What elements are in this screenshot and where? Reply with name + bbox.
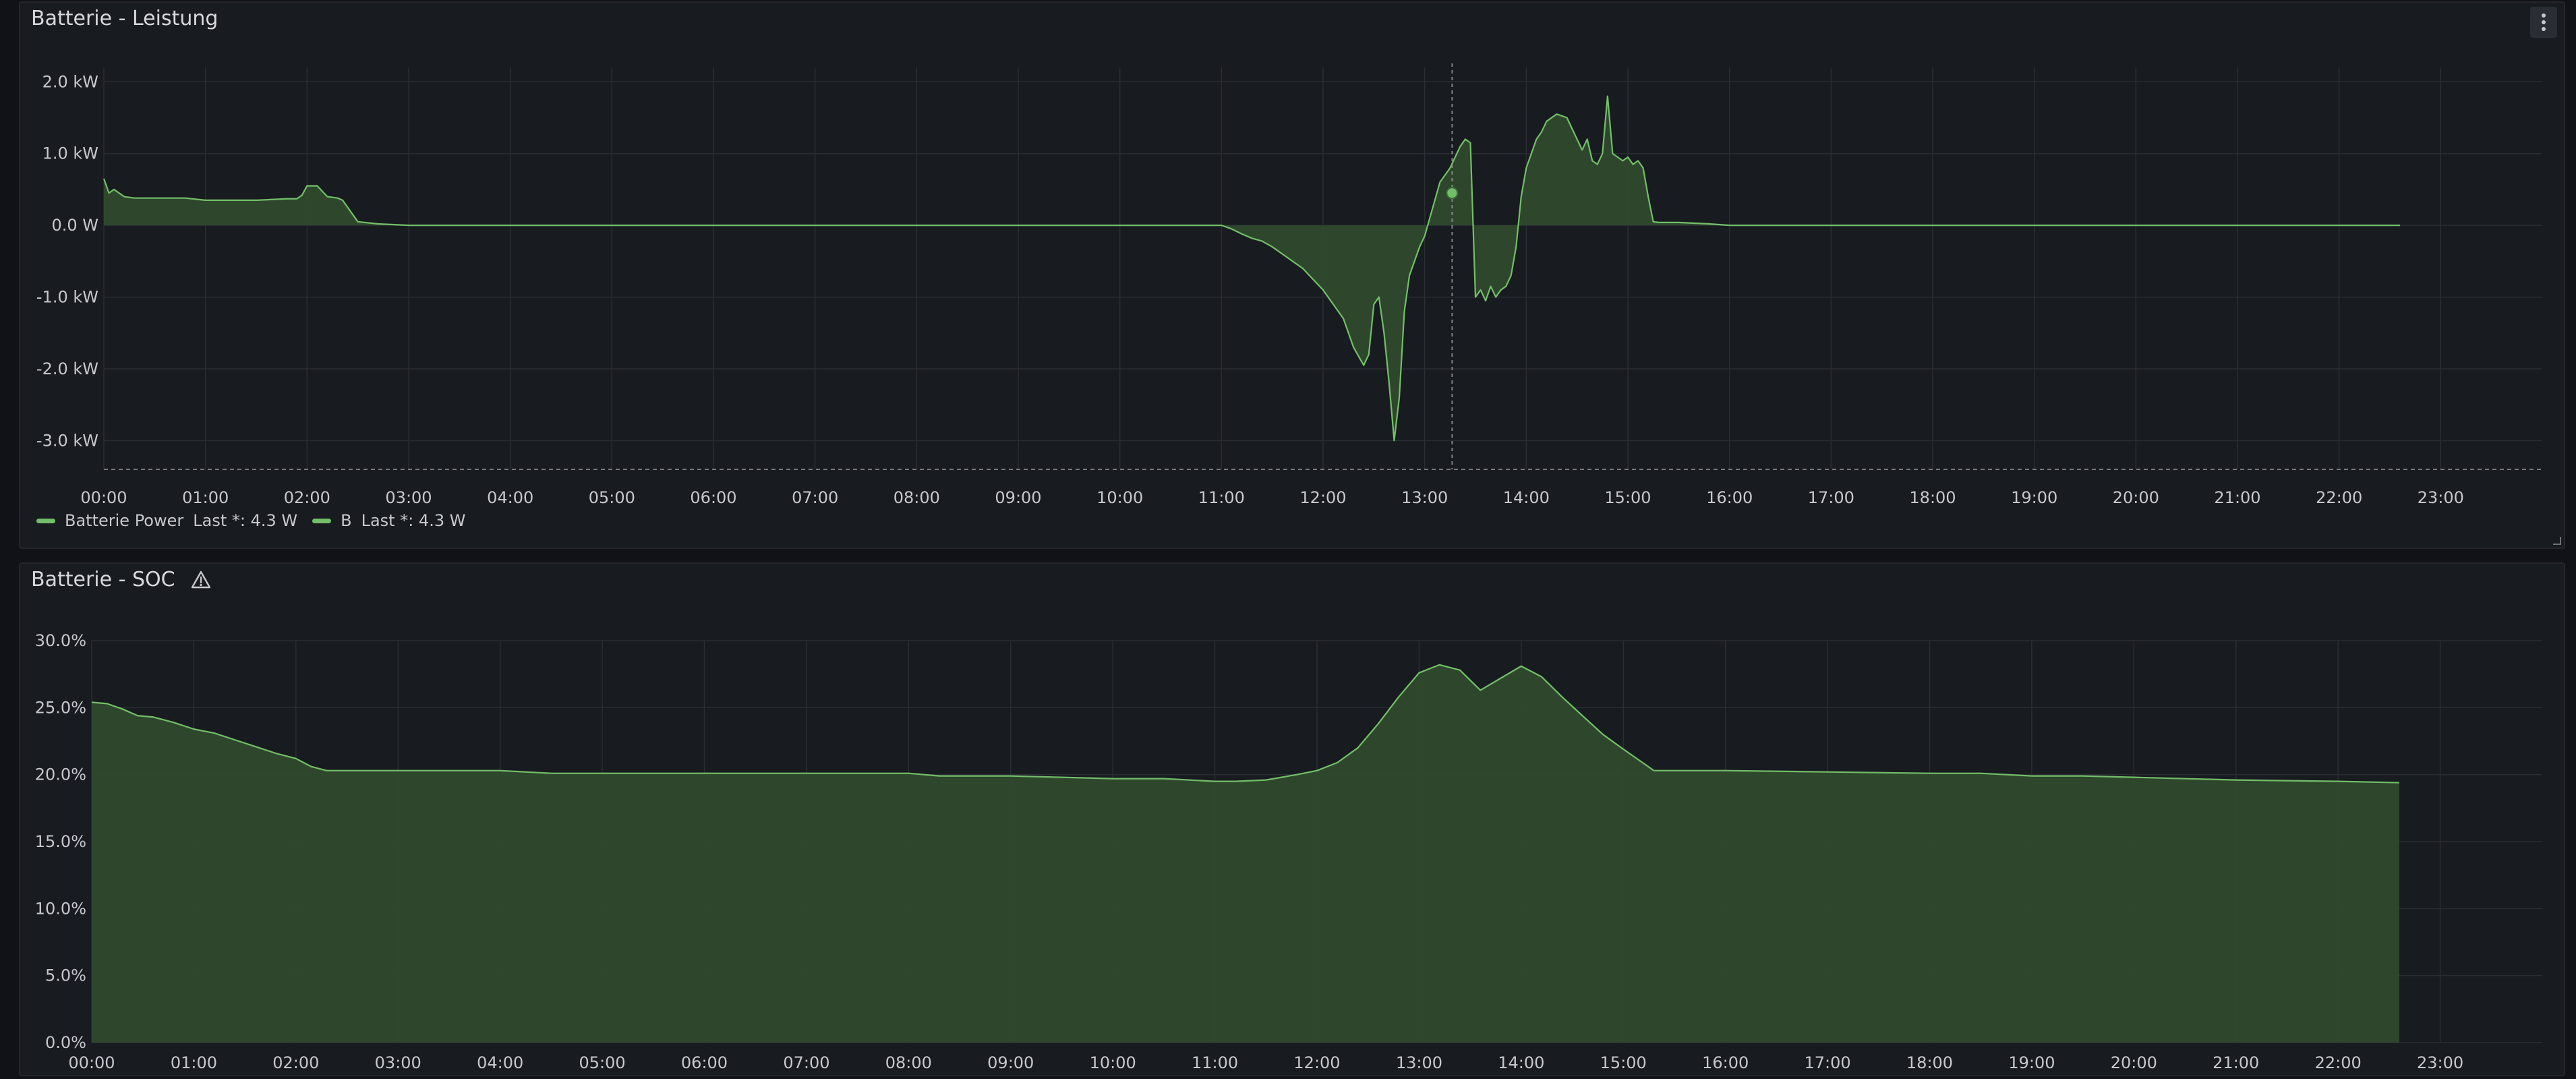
x-tick-label: 10:00 bbox=[1090, 1053, 1136, 1072]
x-tick-label: 18:00 bbox=[1906, 1053, 1953, 1072]
resize-handle[interactable] bbox=[2553, 537, 2561, 545]
y-tick-label: 1.0 kW bbox=[42, 144, 98, 163]
x-tick-label: 13:00 bbox=[1396, 1053, 1442, 1072]
x-tick-label: 03:00 bbox=[375, 1053, 421, 1072]
legend: Batterie Power Last *: 4.3 W B Last *: 4.3 … bbox=[36, 511, 471, 530]
panel-title-text: Batterie - Leistung bbox=[31, 7, 218, 30]
y-tick-label: 5.0% bbox=[45, 966, 86, 985]
warning-triangle-icon[interactable] bbox=[190, 569, 212, 591]
x-tick-label: 01:00 bbox=[171, 1053, 217, 1072]
panel-menu-button[interactable] bbox=[2530, 7, 2557, 38]
legend-series-stat: Last *: 4.3 W bbox=[193, 511, 298, 530]
x-tick-label: 22:00 bbox=[2316, 488, 2362, 507]
y-tick-label: 20.0% bbox=[35, 765, 86, 784]
x-tick-label: 09:00 bbox=[987, 1053, 1034, 1072]
x-tick-label: 21:00 bbox=[2214, 488, 2260, 507]
x-tick-label: 13:00 bbox=[1401, 488, 1448, 507]
legend-item[interactable]: B Last *: 4.3 W bbox=[312, 511, 465, 530]
x-tick-label: 19:00 bbox=[2008, 1053, 2055, 1072]
y-tick-label: 10.0% bbox=[35, 899, 86, 918]
series-line-0 bbox=[103, 95, 2401, 442]
x-tick-label: 16:00 bbox=[1706, 488, 1753, 507]
x-tick-label: 03:00 bbox=[385, 488, 432, 507]
panel-title[interactable]: Batterie - Leistung bbox=[31, 7, 218, 30]
series-area-0 bbox=[92, 664, 2400, 1043]
x-tick-label: 11:00 bbox=[1198, 488, 1245, 507]
y-tick-label: 0.0 W bbox=[51, 216, 98, 235]
y-tick-label: 2.0 kW bbox=[42, 72, 98, 91]
x-tick-label: 02:00 bbox=[272, 1053, 319, 1072]
x-tick-label: 07:00 bbox=[792, 488, 838, 507]
panel-battery-soc: Batterie - SOC 30.0% 25.0% 20.0% 15.0% 10.0%… bbox=[19, 562, 2565, 1076]
x-tick-label: 01:00 bbox=[182, 488, 229, 507]
x-tick-label: 14:00 bbox=[1503, 488, 1550, 507]
x-tick-label: 15:00 bbox=[1604, 488, 1651, 507]
legend-series-name: Batterie Power bbox=[65, 511, 184, 530]
chart-battery-soc[interactable]: 30.0% 25.0% 20.0% 15.0% 10.0% 5.0% 0.0%00:00 01… bbox=[20, 564, 2564, 1075]
y-tick-label: -3.0 kW bbox=[36, 431, 98, 450]
legend-series-name: B bbox=[341, 511, 352, 530]
x-tick-label: 05:00 bbox=[579, 1053, 625, 1072]
legend-item[interactable]: Batterie Power Last *: 4.3 W bbox=[36, 511, 297, 530]
x-tick-label: 12:00 bbox=[1293, 1053, 1340, 1072]
y-tick-label: 15.0% bbox=[35, 832, 86, 851]
x-tick-label: 17:00 bbox=[1804, 1053, 1850, 1072]
x-tick-label: 20:00 bbox=[2111, 1053, 2157, 1072]
x-tick-label: 22:00 bbox=[2315, 1053, 2362, 1072]
legend-swatch bbox=[36, 518, 55, 523]
chart-battery-power[interactable]: 2.0 kW 1.0 kW 0.0 W -1.0 kW -2.0 kW -3.0 kW 00… bbox=[20, 3, 2564, 508]
x-tick-label: 06:00 bbox=[681, 1053, 728, 1072]
x-tick-label: 18:00 bbox=[1909, 488, 1956, 507]
y-tick-label: 30.0% bbox=[35, 631, 86, 650]
legend-series-stat: Last *: 4.3 W bbox=[361, 511, 466, 530]
x-tick-label: 11:00 bbox=[1192, 1053, 1238, 1072]
x-tick-label: 16:00 bbox=[1702, 1053, 1749, 1072]
x-tick-label: 08:00 bbox=[885, 1053, 932, 1072]
x-tick-label: 09:00 bbox=[995, 488, 1041, 507]
x-tick-label: 12:00 bbox=[1299, 488, 1346, 507]
x-tick-label: 04:00 bbox=[477, 1053, 523, 1072]
series-area-0 bbox=[104, 96, 2401, 441]
legend-swatch bbox=[312, 518, 332, 523]
x-tick-label: 15:00 bbox=[1600, 1053, 1647, 1072]
panel-battery-power: Batterie - Leistung 2.0 kW 1.0 kW 0.0 W -1.… bbox=[19, 1, 2565, 549]
hover-point[interactable] bbox=[1446, 187, 1459, 200]
x-tick-label: 20:00 bbox=[2113, 488, 2159, 507]
x-tick-label: 23:00 bbox=[2417, 1053, 2463, 1072]
y-tick-label: -1.0 kW bbox=[36, 288, 98, 307]
x-tick-label: 10:00 bbox=[1096, 488, 1143, 507]
x-tick-label: 00:00 bbox=[68, 1053, 115, 1072]
x-tick-label: 00:00 bbox=[80, 488, 127, 507]
kebab-menu-icon bbox=[2542, 13, 2546, 31]
x-tick-label: 08:00 bbox=[894, 488, 940, 507]
x-tick-label: 17:00 bbox=[1808, 488, 1854, 507]
x-tick-label: 07:00 bbox=[783, 1053, 829, 1072]
y-tick-label: -2.0 kW bbox=[36, 359, 98, 378]
y-tick-label: 0.0% bbox=[45, 1033, 86, 1052]
x-tick-label: 06:00 bbox=[690, 488, 736, 507]
x-tick-label: 02:00 bbox=[284, 488, 330, 507]
x-tick-label: 21:00 bbox=[2213, 1053, 2259, 1072]
x-tick-label: 04:00 bbox=[487, 488, 533, 507]
x-tick-label: 19:00 bbox=[2011, 488, 2057, 507]
series-line-0 bbox=[91, 664, 2400, 784]
x-tick-label: 14:00 bbox=[1498, 1053, 1544, 1072]
y-tick-label: 25.0% bbox=[35, 698, 86, 717]
panel-title-text: Batterie - SOC bbox=[31, 568, 175, 591]
x-tick-label: 05:00 bbox=[589, 488, 635, 507]
x-tick-label: 23:00 bbox=[2418, 488, 2464, 507]
panel-title[interactable]: Batterie - SOC bbox=[31, 568, 212, 591]
